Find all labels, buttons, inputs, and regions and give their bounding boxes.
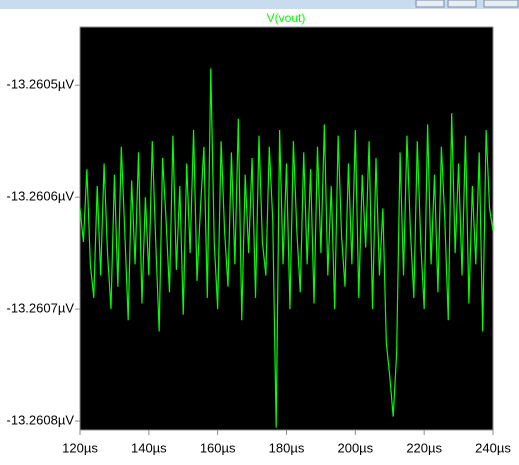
x-tick-label: 140µs bbox=[131, 440, 167, 455]
x-tick-label: 220µs bbox=[406, 440, 442, 455]
trace-title: V(vout) bbox=[267, 11, 306, 25]
maximize-button[interactable] bbox=[447, 0, 477, 8]
y-tick-label: -13.2605µV bbox=[7, 77, 75, 92]
minimize-button[interactable] bbox=[415, 0, 445, 8]
title-bar bbox=[0, 0, 519, 9]
x-tick-label: 240µs bbox=[475, 440, 511, 455]
close-button[interactable] bbox=[483, 0, 519, 8]
y-tick-label: -13.2606µV bbox=[7, 189, 75, 204]
x-tick-label: 180µs bbox=[269, 440, 305, 455]
x-tick-label: 200µs bbox=[337, 440, 373, 455]
x-tick-label: 160µs bbox=[200, 440, 236, 455]
y-tick-label: -13.2608µV bbox=[7, 412, 75, 427]
plot-area bbox=[79, 26, 494, 431]
trace-line bbox=[79, 68, 494, 428]
x-tick-label: 120µs bbox=[62, 440, 98, 455]
y-tick-label: -13.2607µV bbox=[7, 301, 75, 316]
